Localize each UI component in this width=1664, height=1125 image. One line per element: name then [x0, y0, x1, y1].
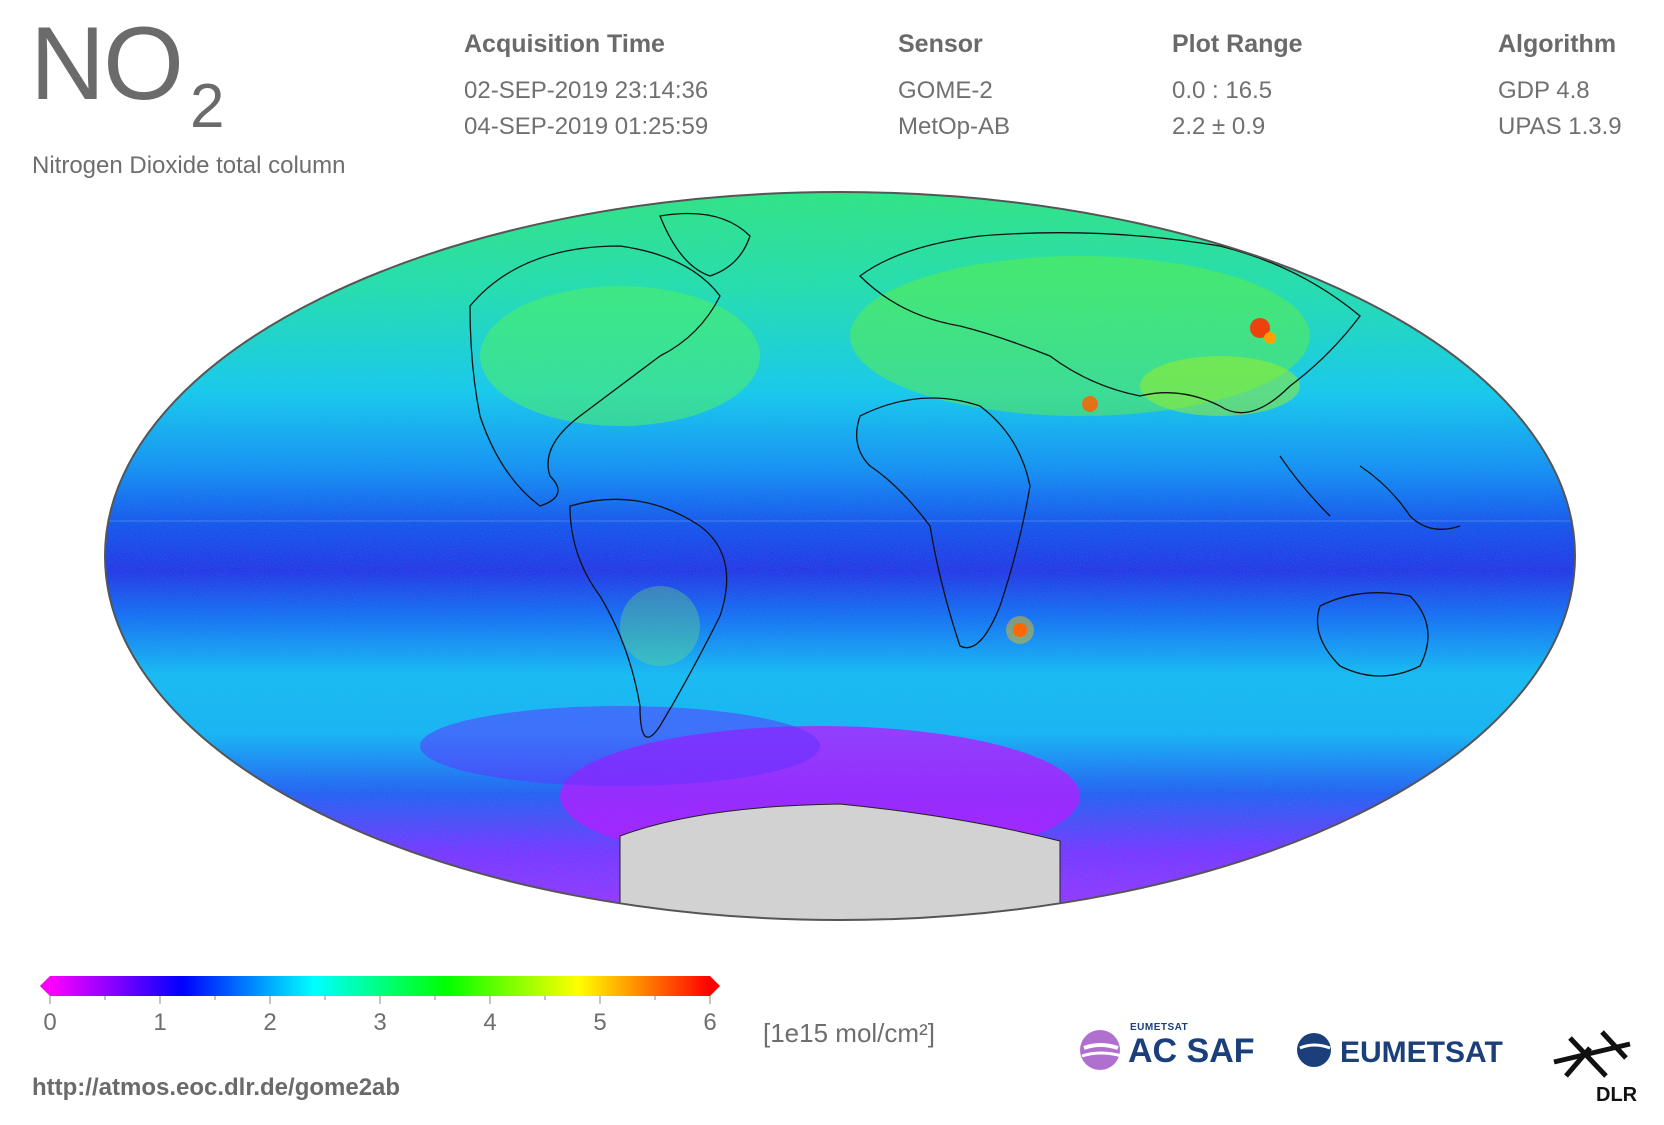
acquisition-time-label: Acquisition Time	[464, 30, 665, 58]
title-subscript: 2	[190, 72, 225, 141]
colorbar-tick-label: 3	[373, 1009, 386, 1036]
colorbar-tick-label: 0	[43, 1009, 56, 1036]
algorithm-processor: UPAS 1.3.9	[1498, 113, 1622, 140]
colorbar-min-arrow	[40, 975, 51, 997]
title-no: NO	[30, 6, 184, 122]
colorbar-tick-label: 5	[593, 1009, 606, 1036]
sensor-label: Sensor	[898, 30, 983, 58]
algorithm-retrieval: GDP 4.8	[1498, 77, 1590, 104]
acquisition-start: 02-SEP-2019 23:14:36	[464, 77, 709, 104]
colorbar-gradient	[50, 976, 710, 996]
colorbar-max-arrow	[710, 976, 720, 996]
coastlines	[469, 212, 1461, 738]
colorbar-tick-label: 6	[703, 1009, 716, 1036]
source-url[interactable]: http://atmos.eoc.dlr.de/gome2ab	[32, 1074, 401, 1101]
dlr-text: DLR	[1596, 1084, 1638, 1106]
plot-range-block: Plot Range 0.0 : 16.5 2.2 ± 0.9	[1172, 30, 1303, 145]
colorbar-tick-label: 1	[153, 1009, 166, 1036]
plot-range-label: Plot Range	[1172, 30, 1303, 58]
subtitle: Nitrogen Dioxide total column	[32, 152, 346, 179]
plot-range-mean: 2.2 ± 0.9	[1172, 113, 1266, 140]
plot-range-value: 0.0 : 16.5	[1172, 77, 1273, 104]
sensor-block: Sensor GOME-2 MetOp-AB	[898, 30, 1010, 145]
algorithm-block: Algorithm GDP 4.8 UPAS 1.3.9	[1498, 30, 1622, 145]
color-scale: 0 1 2 3 4 5 6	[40, 975, 720, 1036]
colorbar-tick-label: 2	[263, 1009, 276, 1036]
acquisition-end: 04-SEP-2019 01:25:59	[464, 113, 709, 140]
acsaf-globe-icon	[1080, 1030, 1123, 1070]
sensor-instrument: GOME-2	[898, 77, 993, 104]
colorbar-tick-label: 4	[483, 1009, 496, 1036]
acsaf-eumetsat-small: EUMETSAT	[1130, 1022, 1189, 1033]
eumetsat-text: EUMETSAT	[1340, 1036, 1503, 1069]
dlr-logo: DLR	[1544, 1018, 1640, 1106]
dlr-emblem-icon	[1553, 1030, 1631, 1078]
no2-world-map	[104, 191, 1576, 921]
eumetsat-globe-icon	[1297, 1033, 1331, 1067]
algorithm-label: Algorithm	[1498, 30, 1617, 58]
acquisition-time-block: Acquisition Time 02-SEP-2019 23:14:36 04…	[464, 30, 708, 145]
colorbar-unit: [1e15 mol/cm²]	[763, 1018, 935, 1048]
sensor-platform: MetOp-AB	[898, 113, 1011, 140]
acsaf-text: AC SAF	[1128, 1032, 1255, 1070]
